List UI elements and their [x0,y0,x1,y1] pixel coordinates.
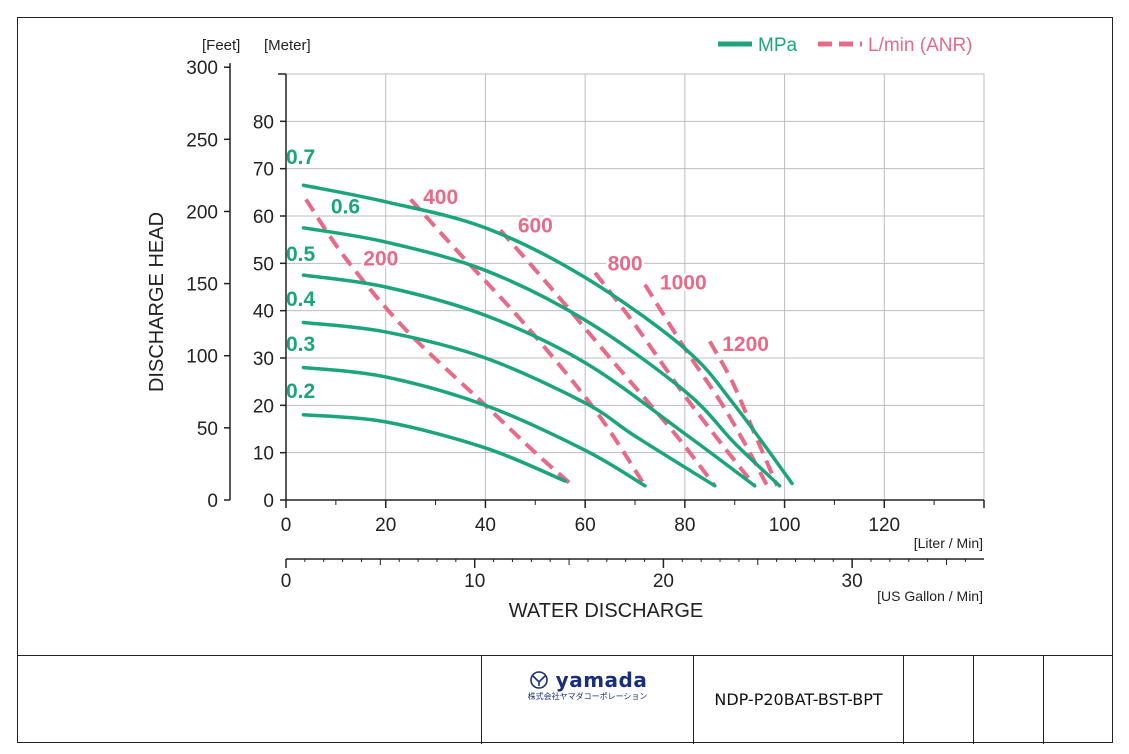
gallon-tick-label: 30 [842,571,863,592]
pressure-curve-0-6 [301,226,782,488]
pressure-label: 0.2 [286,380,315,403]
pressure-curve-0-3 [301,365,647,488]
liter-tick-label: 20 [375,515,396,536]
air-label: 200 [363,248,398,271]
pressure-label: 0.4 [286,288,316,311]
liter-tick-label: 120 [868,515,900,536]
feet-unit-label: [Feet] [202,37,240,54]
meter-tick-label: 70 [253,160,274,181]
yamada-emblem-icon [529,671,548,689]
curve-labels: 0.7 0.6 0.5 0.4 0.3 0.2 200 400 600 800 1000 1200 [286,146,771,403]
feet-tick-label: 300 [186,58,218,79]
air-curve-1000 [643,283,769,487]
title-block: yamada 株式会社ヤマダコーポレーション NDP-P20BAT-BST-BP… [17,655,1113,744]
feet-tick-label: 200 [186,202,218,223]
gallon-tick-label: 10 [464,571,485,592]
title-block-cell-b [973,656,1043,744]
liter-tick-label: 0 [281,515,292,536]
title-block-cell-a [903,656,973,744]
air-label: 1200 [722,333,769,356]
air-label: 800 [608,252,643,275]
legend-air-label: L/min (ANR) [868,35,973,56]
air-label: 600 [518,215,553,238]
feet-tick-label: 100 [186,347,218,368]
logo-wordmark: yamada [555,668,648,692]
feet-tick-label: 150 [186,275,218,296]
legend: MPa L/min (ANR) [718,35,973,56]
air-consumption-series [304,198,779,488]
title-block-cell-c [1043,656,1113,744]
company-logo: yamada 株式会社ヤマダコーポレーション [481,656,693,744]
feet-tick-label: 250 [186,130,218,151]
x-axis-title: WATER DISCHARGE [509,600,703,622]
liter-tick-label: 80 [674,515,695,536]
pressure-label: 0.7 [286,146,315,169]
pressure-curve-0-2 [301,413,567,483]
meter-tick-label: 60 [253,207,274,228]
air-curve-600 [498,228,717,488]
air-label: 400 [423,186,458,209]
logo-row: yamada [528,670,648,690]
liter-unit-label: [Liter / Min] [914,535,983,551]
pressure-label: 0.5 [286,243,316,266]
meter-unit-label: [Meter] [264,37,311,54]
pressure-curve-0-7 [301,183,794,486]
meter-tick-label: 10 [253,444,274,465]
meter-tick-label: 30 [253,349,274,370]
meter-tick-label: 40 [253,302,274,323]
logo-subtitle: 株式会社ヤマダコーポレーション [527,692,648,701]
gallon-tick-label: 20 [653,571,674,592]
feet-tick-label: 0 [207,491,218,512]
chart-frame [17,17,1113,743]
liter-tick-label: 40 [475,515,496,536]
grid [286,73,985,500]
gallon-tick-label: 0 [281,571,292,592]
y-axis-title: DISCHARGE HEAD [146,212,168,392]
liter-tick-label: 60 [575,515,596,536]
meter-tick-label: 80 [253,112,274,133]
liter-tick-label: 100 [769,515,801,536]
meter-tick-label: 0 [263,491,274,512]
legend-mpa-label: MPa [758,35,798,56]
air-curve-400 [409,198,647,487]
air-label: 1000 [660,271,707,294]
part-code: NDP-P20BAT-BST-BPT [693,656,903,744]
meter-tick-label: 50 [253,254,274,275]
air-curve-800 [593,271,757,488]
feet-tick-label: 50 [197,419,218,440]
pressure-curve-0-4 [301,320,717,488]
pressure-label: 0.3 [286,333,315,356]
gallon-unit-label: [US Gallon / Min] [877,588,983,604]
pressure-series [301,183,794,488]
pressure-label: 0.6 [331,196,360,219]
pressure-curve-0-5 [301,273,757,488]
meter-tick-label: 20 [253,396,274,417]
air-curve-1200 [708,340,779,487]
air-curve-200 [304,198,572,485]
